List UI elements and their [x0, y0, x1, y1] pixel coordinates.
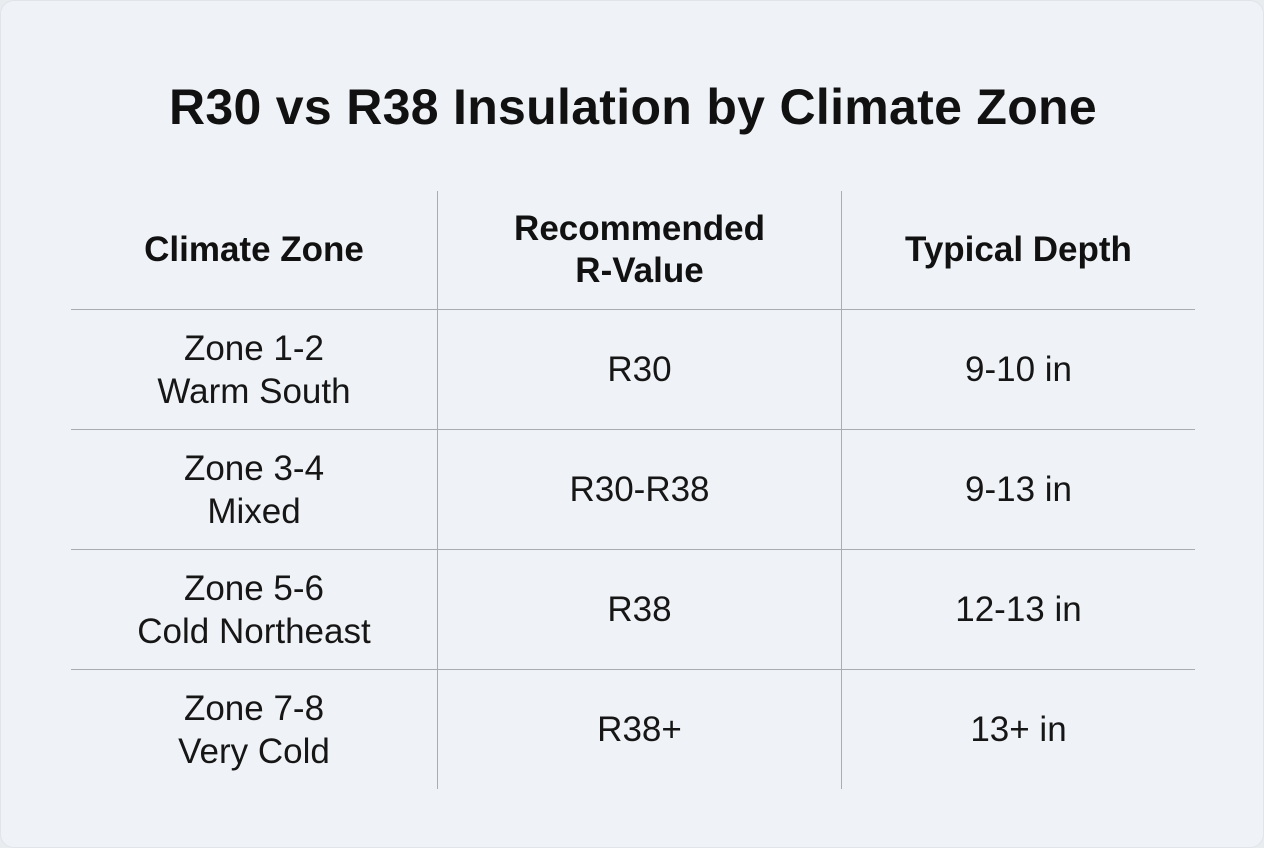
header-climate-zone: Climate Zone: [71, 191, 438, 309]
depth-cell: 9-10 in: [964, 350, 1073, 389]
depth-cell: 13+ in: [970, 710, 1067, 749]
r-value-cell: R30-R38: [438, 430, 842, 549]
page-title: R30 vs R38 Insulation by Climate Zone: [168, 79, 1098, 135]
table-header-row: Climate Zone Recommended R-Value Typical…: [71, 191, 1195, 309]
table-row: Zone 1-2 Warm South R30 9-10 in: [71, 309, 1195, 429]
table-row: Zone 5-6 Cold Northeast R38 12-13 in: [71, 549, 1195, 669]
zone-cell: Zone 5-6 Cold Northeast: [71, 550, 438, 669]
header-recommended-r-value: Recommended R-Value: [438, 191, 842, 309]
zone-region: Mixed: [207, 491, 301, 531]
zone-name: Zone 7-8: [183, 688, 325, 728]
zone-region: Warm South: [157, 371, 351, 411]
insulation-table: Climate Zone Recommended R-Value Typical…: [71, 191, 1195, 789]
r-value-cell: R38: [438, 550, 842, 669]
depth-cell: 9-13 in: [964, 470, 1073, 509]
zone-region: Very Cold: [178, 731, 330, 771]
table-row: Zone 7-8 Very Cold R38+ 13+ in: [71, 669, 1195, 789]
r-value-cell: R30: [438, 310, 842, 429]
zone-cell: Zone 1-2 Warm South: [71, 310, 438, 429]
header-recommended-line2: R-Value: [575, 251, 704, 290]
zone-region: Cold Northeast: [137, 611, 371, 651]
zone-cell: Zone 3-4 Mixed: [71, 430, 438, 549]
header-recommended-line1: Recommended: [514, 209, 765, 248]
header-typical-depth: Typical Depth: [905, 230, 1132, 269]
zone-name: Zone 5-6: [183, 568, 325, 608]
zone-cell: Zone 7-8 Very Cold: [71, 670, 438, 789]
zone-name: Zone 1-2: [183, 328, 325, 368]
table-row: Zone 3-4 Mixed R30-R38 9-13 in: [71, 429, 1195, 549]
zone-name: Zone 3-4: [183, 448, 325, 488]
r-value-cell: R38+: [438, 670, 842, 789]
depth-cell: 12-13 in: [955, 590, 1082, 629]
